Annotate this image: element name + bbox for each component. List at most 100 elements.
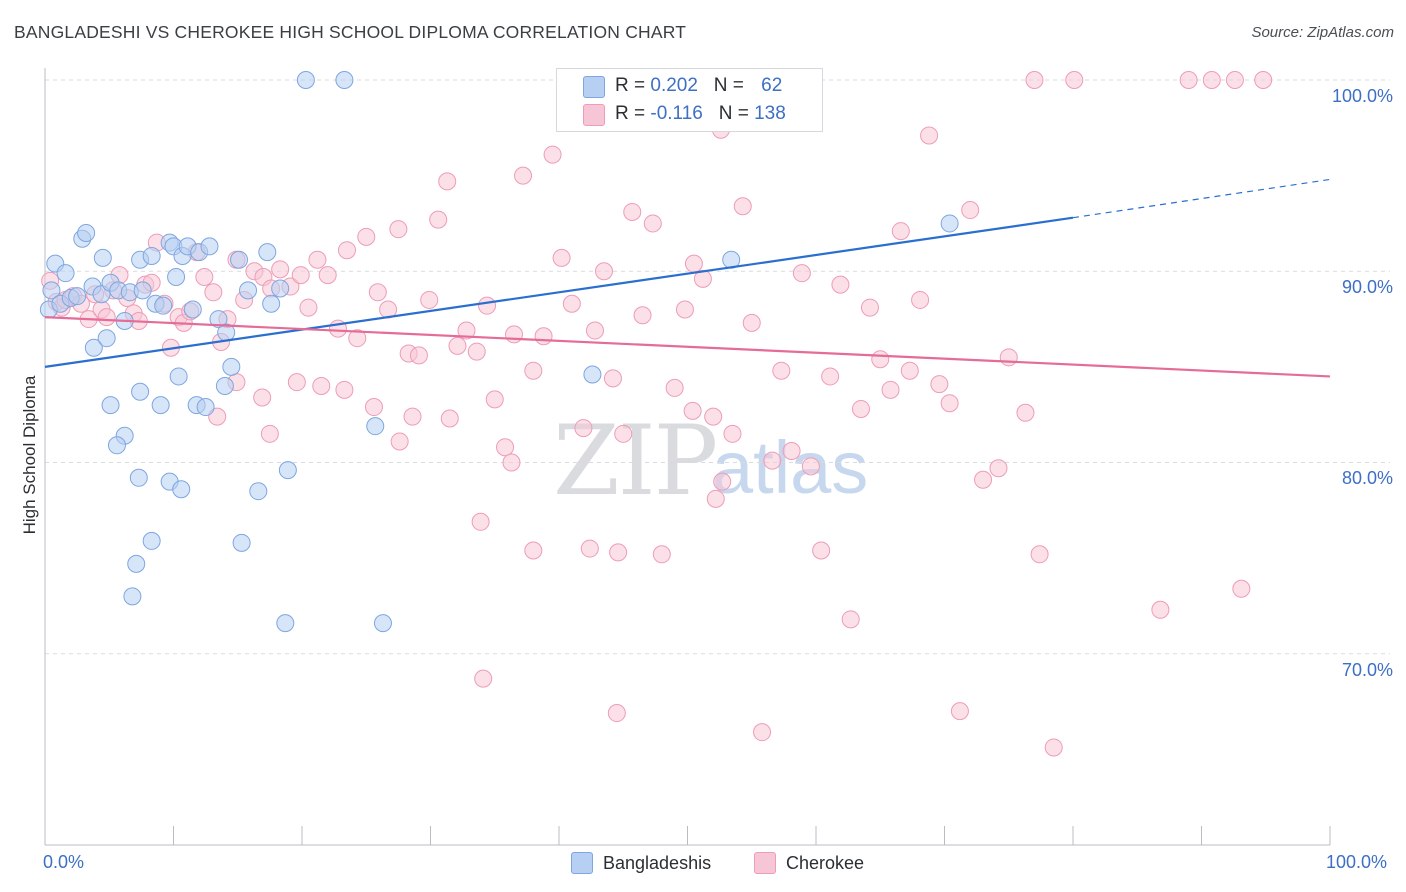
cherokee-point — [409, 346, 428, 365]
cherokee-point — [633, 306, 652, 325]
r-value: -0.116 — [650, 103, 703, 124]
cherokee-point — [204, 283, 223, 302]
bangladeshis-trend-line — [44, 216, 1074, 368]
cherokee-point — [989, 459, 1008, 478]
cherokee-point — [299, 298, 318, 317]
cherokee-point — [271, 260, 290, 279]
cherokee-point — [562, 294, 581, 313]
bangladeshis-point — [172, 480, 191, 499]
cherokee-point — [940, 394, 959, 413]
bangladeshis-point — [142, 531, 161, 550]
bangladeshis-point — [131, 382, 150, 401]
x-tick-label: 0.0% — [43, 852, 85, 872]
bangladeshis-point — [373, 614, 392, 633]
bangladeshis-point — [239, 281, 258, 300]
cherokee-point — [364, 398, 383, 417]
bangladeshis-point — [296, 71, 315, 89]
cherokee-point — [208, 407, 227, 426]
cherokee-point — [812, 541, 831, 560]
cherokee-point — [552, 248, 571, 267]
cherokee-point — [961, 201, 980, 220]
bangladeshis-point — [230, 250, 249, 269]
legend-item-cherokee: Cherokee — [754, 852, 864, 874]
cherokee-point — [753, 723, 772, 742]
cherokee-point — [1254, 71, 1273, 89]
cherokee-point — [524, 541, 543, 560]
cherokee-point — [543, 145, 562, 164]
cherokee-point — [260, 424, 279, 443]
bangladeshis-point — [209, 310, 228, 329]
cherokee-point — [514, 166, 533, 185]
cherokee-point — [474, 669, 493, 688]
cherokee-point — [478, 296, 497, 315]
cherokee-point — [860, 298, 879, 317]
bangladeshis-point — [232, 533, 251, 552]
bangladeshis-point — [271, 279, 290, 298]
bangladeshis-point — [101, 396, 120, 415]
cherokee-point — [195, 267, 214, 286]
cherokee-point — [950, 702, 969, 721]
bangladeshis-point — [123, 587, 142, 606]
bangladeshis-point — [583, 365, 602, 384]
cherokee-point — [580, 539, 599, 558]
r-label: R = — [615, 103, 651, 124]
cherokee-point — [448, 336, 467, 355]
cherokee-point — [357, 227, 376, 246]
cherokee-point — [429, 210, 448, 229]
cherokee-point — [97, 308, 116, 327]
bangladeshis-point — [77, 224, 96, 242]
bangladeshis-point — [940, 214, 959, 233]
cherokee-point — [368, 283, 387, 302]
cherokee-point — [585, 321, 604, 340]
n-value: 138 — [754, 103, 786, 124]
bangladeshis-point — [167, 267, 186, 286]
cherokee-point — [974, 470, 993, 489]
cherokee-point — [683, 401, 702, 420]
bangladeshis-point — [366, 417, 385, 436]
bangladeshis-point — [154, 296, 173, 315]
cherokee-point — [389, 220, 408, 239]
cherokee-point — [999, 348, 1018, 367]
n-label: N = — [718, 103, 755, 124]
cherokee-point — [881, 380, 900, 399]
legend-label: Bangladeshis — [603, 852, 712, 873]
cherokee-point — [706, 489, 725, 508]
legend-swatch — [754, 852, 776, 874]
n-label: N = — [713, 75, 750, 96]
cherokee-point — [505, 325, 524, 344]
y-tick-label: 70.0% — [1341, 660, 1393, 680]
cherokee-point — [871, 350, 890, 369]
cherokee-point — [312, 377, 331, 395]
y-tick-label: 90.0% — [1341, 277, 1393, 297]
bangladeshis-point — [97, 329, 116, 348]
bangladeshis-point — [84, 338, 103, 357]
bangladeshis-point — [142, 246, 161, 265]
cherokee-point — [851, 399, 870, 418]
cherokee-point — [467, 342, 486, 361]
cherokee-point — [438, 172, 457, 191]
legend-row-bangladeshis: R = 0.202 N = 62 — [615, 75, 782, 97]
cherokee-point — [496, 438, 515, 457]
cherokee-point — [614, 424, 633, 443]
cherokee-point — [891, 222, 910, 241]
cherokee-point — [1202, 71, 1221, 89]
bangladeshis-point — [42, 281, 61, 300]
cherokee-point — [1065, 71, 1084, 89]
y-tick-label: 100.0% — [1331, 86, 1393, 106]
cherokee-point — [763, 451, 782, 470]
bangladeshis-point — [335, 71, 354, 89]
bangladeshis-point — [258, 243, 277, 262]
cherokee-point — [920, 126, 939, 145]
cherokee-point — [1016, 403, 1035, 422]
cherokee-point — [291, 266, 310, 285]
bangladeshis-point — [169, 367, 188, 386]
cherokee-point — [390, 432, 409, 451]
bangladeshis-point — [56, 264, 75, 283]
cherokee-point — [930, 375, 949, 394]
legend-swatch-bangladeshis — [583, 76, 605, 98]
bangladeshis-point — [278, 461, 297, 480]
cherokee-point — [831, 275, 850, 294]
bangladeshis-point — [276, 614, 295, 633]
cherokee-point — [318, 266, 337, 285]
chart-title: BANGLADESHI VS CHEROKEE HIGH SCHOOL DIPL… — [14, 22, 687, 42]
